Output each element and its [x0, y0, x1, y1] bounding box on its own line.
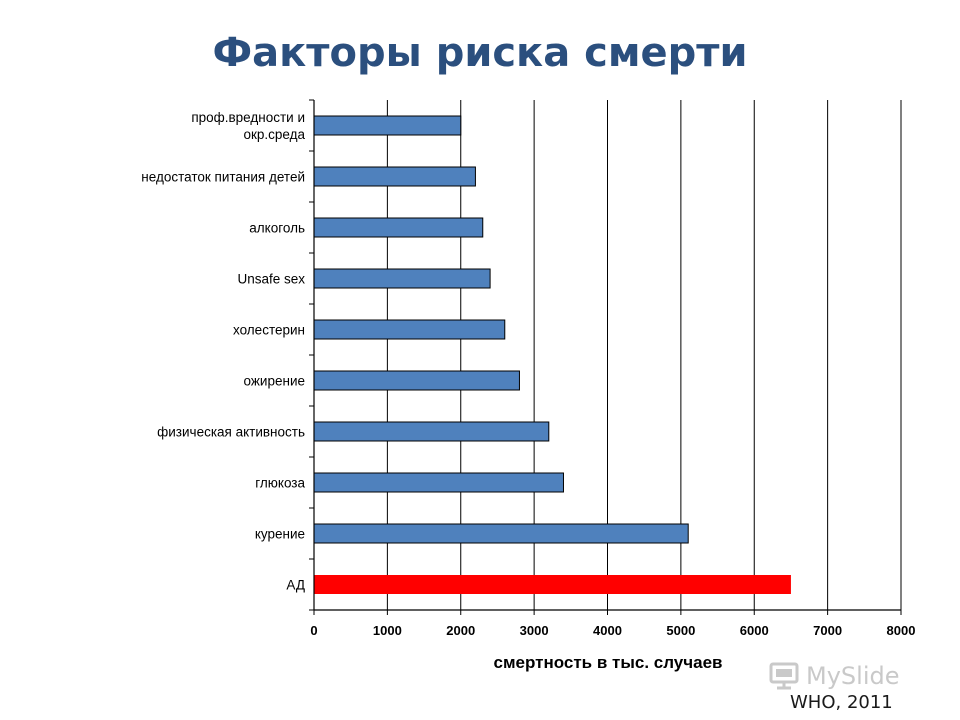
- category-label: холестерин: [233, 323, 305, 338]
- bar: [313, 268, 491, 289]
- bar: [314, 575, 791, 594]
- x-tick-labels: 0 1000 2000 3000 4000 5000 6000 7000 8000: [310, 623, 915, 638]
- bar: [313, 523, 689, 544]
- bar: [313, 217, 484, 238]
- x-tick-label: 2000: [446, 623, 475, 638]
- x-tick-label: 8000: [887, 623, 916, 638]
- x-tick-label: 6000: [740, 623, 769, 638]
- category-labels: проф.вредности и окр.среда недостаток пита…: [141, 110, 305, 593]
- bar: [313, 166, 476, 187]
- x-tick-label: 4000: [593, 623, 622, 638]
- bars: [313, 115, 791, 594]
- x-tick-label: 1000: [373, 623, 402, 638]
- bar: [313, 421, 550, 442]
- axes: [309, 99, 902, 615]
- category-label: курение: [255, 527, 305, 542]
- category-label: физическая активность: [157, 425, 305, 440]
- bar: [313, 115, 462, 136]
- category-label: проф.вредности и окр.среда: [191, 110, 305, 142]
- category-label: алкоголь: [249, 221, 305, 236]
- watermark-text: MySlide: [806, 662, 900, 690]
- category-label: недостаток питания детей: [141, 170, 305, 185]
- category-label: ожирение: [244, 374, 305, 389]
- category-label: глюкоза: [255, 476, 305, 491]
- x-tick-label: 5000: [666, 623, 695, 638]
- category-label: АД: [286, 578, 305, 593]
- watermark: MySlide: [768, 658, 899, 694]
- bar: [313, 370, 520, 391]
- category-label: Unsafe sex: [237, 272, 305, 287]
- bar: [313, 472, 564, 493]
- x-tick-label: 7000: [813, 623, 842, 638]
- chart-title: Факторы риска смерти: [212, 30, 748, 76]
- source-note: WHO, 2011: [790, 692, 893, 713]
- x-tick-label: 0: [310, 623, 317, 638]
- x-tick-label: 3000: [520, 623, 549, 638]
- x-axis-title: смертность в тыс. случаев: [494, 653, 723, 672]
- bar: [313, 319, 506, 340]
- presentation-screen-icon: [769, 662, 799, 690]
